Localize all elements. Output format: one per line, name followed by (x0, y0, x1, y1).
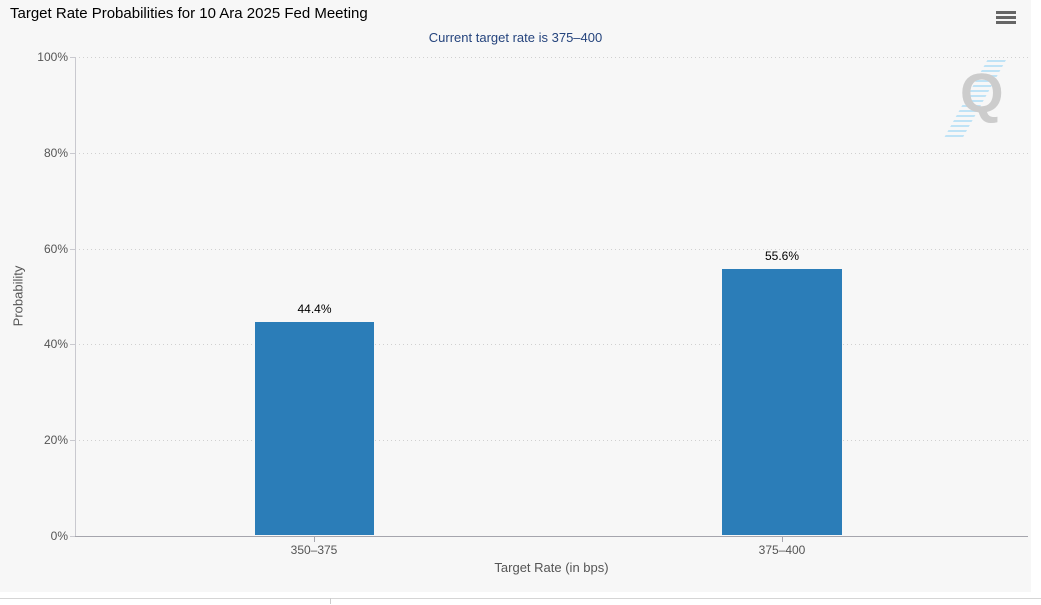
right-margin (1031, 0, 1041, 605)
bar-group-350-375: 44.4% (255, 302, 374, 535)
x-axis-title: Target Rate (in bps) (494, 560, 609, 575)
bar-value-label: 55.6% (764, 248, 800, 263)
y-tick-label: 60% (43, 242, 68, 256)
y-axis-tick (70, 344, 75, 345)
gridline-80 (75, 153, 1028, 154)
x-axis-tick (782, 537, 783, 542)
gridline-20 (75, 440, 1028, 441)
y-axis-title: Probability (10, 265, 26, 327)
y-tick-label: 80% (43, 146, 68, 160)
table-column-divider (330, 598, 331, 604)
y-tick-label: 0% (50, 529, 68, 543)
chart-title: Target Rate Probabilities for 10 Ara 202… (10, 5, 368, 22)
y-axis-tick (70, 440, 75, 441)
watermark-q-icon: Q (960, 61, 1004, 124)
category-label-350-375: 350–375 (290, 543, 338, 557)
y-axis-tick (70, 153, 75, 154)
watermark-logo: Q (938, 57, 1013, 141)
y-tick-label: 100% (37, 50, 68, 64)
gridline-60 (75, 249, 1028, 250)
chart-subtitle: Current target rate is 375–400 (428, 30, 603, 45)
y-axis-tick (70, 57, 75, 58)
x-axis-line (75, 536, 1028, 537)
chart-panel: Target Rate Probabilities for 10 Ara 202… (10, 5, 1028, 575)
table-top-border (0, 598, 1041, 599)
export-menu-button[interactable] (992, 6, 1020, 28)
bar-350-375[interactable] (255, 322, 374, 535)
bar-value-label: 44.4% (297, 302, 332, 317)
category-label-375-400: 375–400 (758, 543, 806, 557)
hamburger-menu-icon (996, 20, 1016, 24)
y-axis-line (75, 57, 76, 536)
y-tick-label: 20% (43, 433, 68, 447)
y-axis-tick (70, 536, 75, 537)
gridline-40 (75, 344, 1028, 345)
y-tick-label: 40% (43, 337, 68, 351)
gridline-100 (75, 57, 1028, 58)
below-chart-area (0, 592, 1041, 605)
bar-group-375-400: 55.6% (722, 249, 842, 535)
plot-area: 44.4% 55.6% (75, 57, 1028, 537)
x-axis-tick (314, 537, 315, 542)
hamburger-menu-icon (996, 10, 1016, 14)
bar-375-400[interactable] (722, 268, 842, 535)
y-axis-tick (70, 249, 75, 250)
hamburger-menu-icon (996, 15, 1016, 19)
